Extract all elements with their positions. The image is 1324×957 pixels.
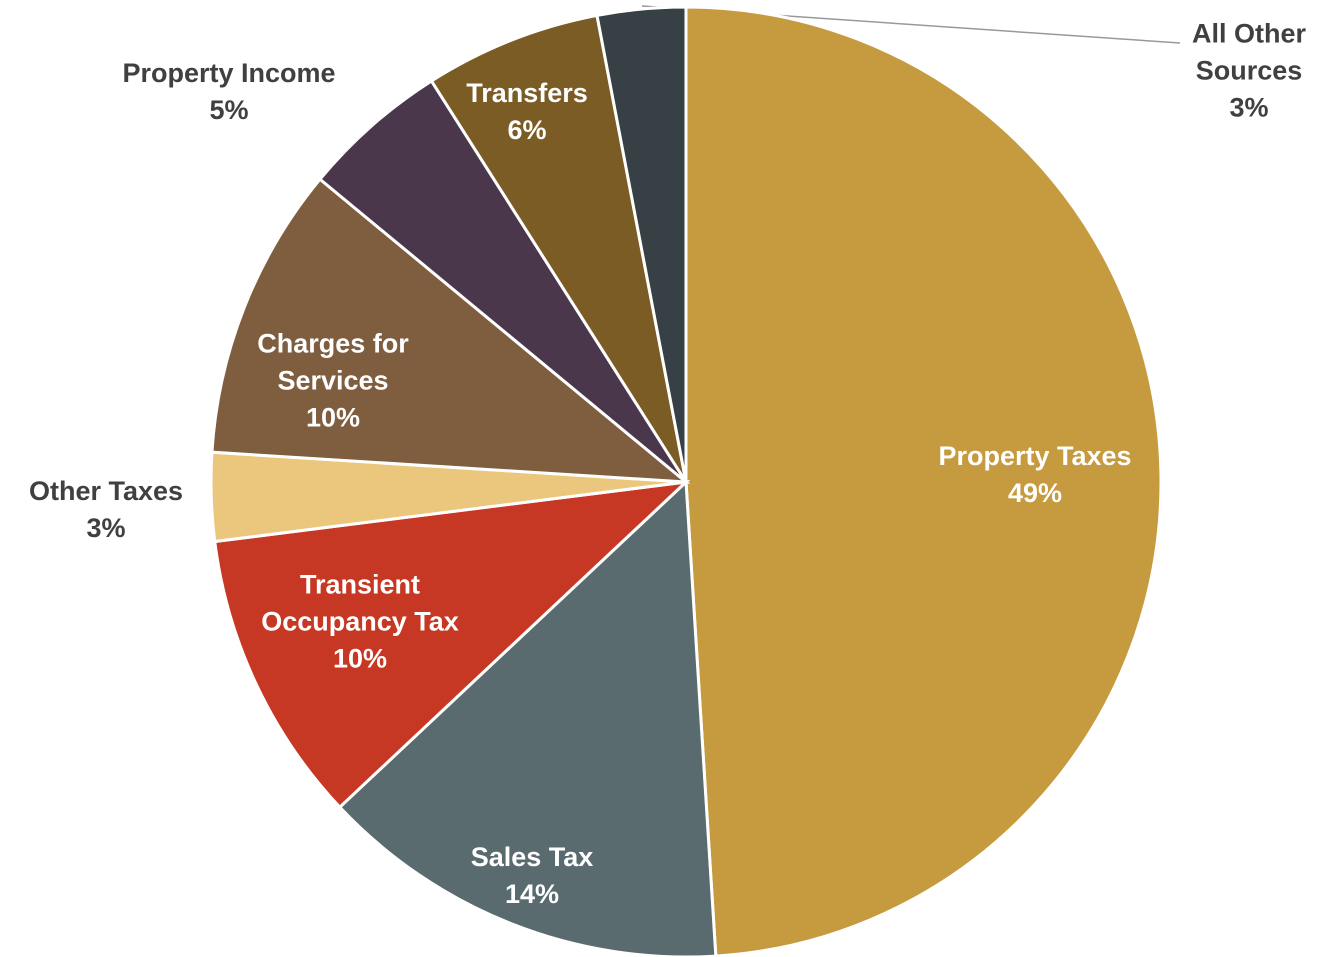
slice-label: Property Income 5% (79, 55, 379, 129)
value-label: 10% (305, 402, 361, 433)
value-label: 5% (209, 95, 249, 125)
value-label: 6% (507, 115, 547, 145)
value-label: 14% (504, 879, 560, 909)
category-label: Other Taxes (28, 476, 184, 506)
slice-label: Other Taxes 3% (0, 473, 216, 547)
value-label: 3% (1229, 92, 1269, 123)
slice-label: Charges for Services 10% (233, 326, 433, 437)
slice-label: Transfers 6% (437, 75, 617, 149)
category-label: Transient Occupancy Tax (261, 569, 459, 637)
value-label: 3% (86, 513, 126, 543)
category-label: Transfers (466, 78, 588, 108)
slice-label: Property Taxes 49% (885, 438, 1185, 512)
category-label: Property Income (122, 58, 336, 88)
slice-label: Sales Tax 14% (432, 839, 632, 913)
pie-slice (684, 5, 1163, 957)
category-label: Sales Tax (470, 842, 594, 872)
slice-label: All Other Sources 3% (1174, 16, 1324, 127)
category-label: Property Taxes (938, 441, 1132, 471)
pie-slice (210, 177, 691, 484)
value-label: 10% (332, 643, 388, 674)
pie-slice (429, 13, 688, 483)
value-label: 49% (1007, 478, 1063, 508)
pie-slice (317, 78, 688, 484)
pie-slice (595, 5, 688, 483)
pie-slice (213, 479, 691, 810)
category-label: All Other Sources (1191, 18, 1306, 86)
slice-label: Transient Occupancy Tax 10% (230, 567, 490, 678)
category-label: Charges for Services (257, 328, 409, 396)
